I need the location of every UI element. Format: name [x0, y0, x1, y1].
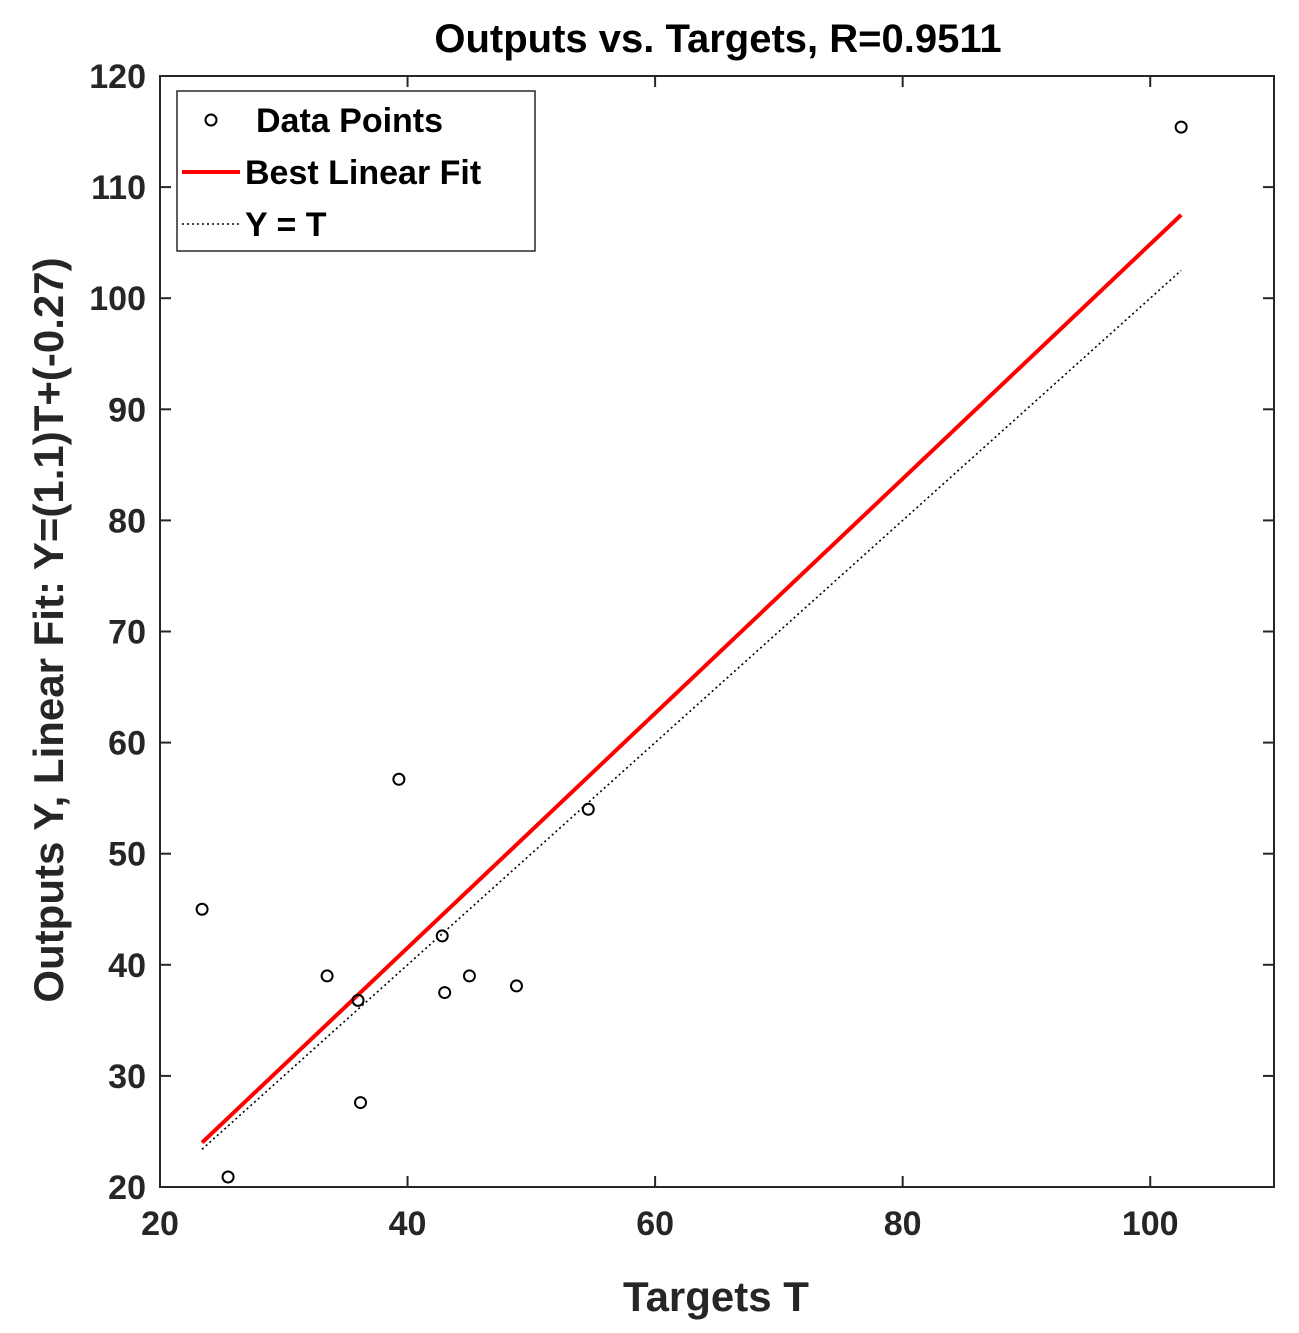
data-point	[195, 902, 209, 916]
data-point	[435, 929, 449, 943]
data-point	[1174, 120, 1188, 134]
data-point	[354, 1096, 368, 1110]
plot-area	[159, 75, 1275, 1188]
data-point	[581, 802, 595, 816]
x-tick-label: 80	[884, 1205, 922, 1243]
x-tick-label: 100	[1122, 1205, 1179, 1243]
best-fit-line	[200, 213, 1183, 1145]
y-axis-label: Outputs Y, Linear Fit: Y=(1.1)T+(-0.27)	[25, 257, 72, 1002]
plot-series	[195, 120, 1188, 1184]
data-point	[221, 1170, 235, 1184]
x-tick-label: 40	[389, 1205, 427, 1243]
y-tick-label: 80	[108, 502, 146, 540]
legend-label: Y = T	[245, 206, 327, 244]
axis-ticks: 20 40 60 80 100 20 30 40 50 60 70 80 90 100 110 120	[89, 58, 1274, 1243]
chart-title: Outputs vs. Targets, R=0.9511	[434, 17, 1001, 61]
legend: Data Points Best Linear Fit Y = T	[176, 90, 536, 252]
y-tick-label: 20	[108, 1169, 146, 1207]
legend-marker-data-points	[204, 113, 218, 127]
legend-label: Data Points	[256, 102, 443, 140]
y-tick-label: 90	[108, 391, 146, 429]
y-tick-label: 70	[108, 614, 146, 652]
data-point	[392, 772, 406, 786]
data-point	[438, 986, 452, 1000]
y-tick-label: 120	[89, 58, 146, 96]
y-tick-label: 60	[108, 725, 146, 763]
y-tick-label: 110	[91, 169, 146, 207]
identity-line	[201, 269, 1182, 1150]
data-point	[509, 979, 523, 993]
y-tick-label: 50	[108, 836, 146, 874]
x-axis-label: Targets T	[623, 1273, 809, 1320]
data-point	[462, 969, 476, 983]
data-point	[351, 993, 365, 1007]
data-point	[320, 969, 334, 983]
y-tick-label: 100	[89, 280, 146, 318]
x-tick-label: 60	[636, 1205, 674, 1243]
y-tick-label: 30	[108, 1058, 146, 1096]
x-tick-label: 20	[141, 1205, 179, 1243]
legend-label: Best Linear Fit	[245, 154, 481, 192]
y-tick-label: 40	[108, 947, 146, 985]
